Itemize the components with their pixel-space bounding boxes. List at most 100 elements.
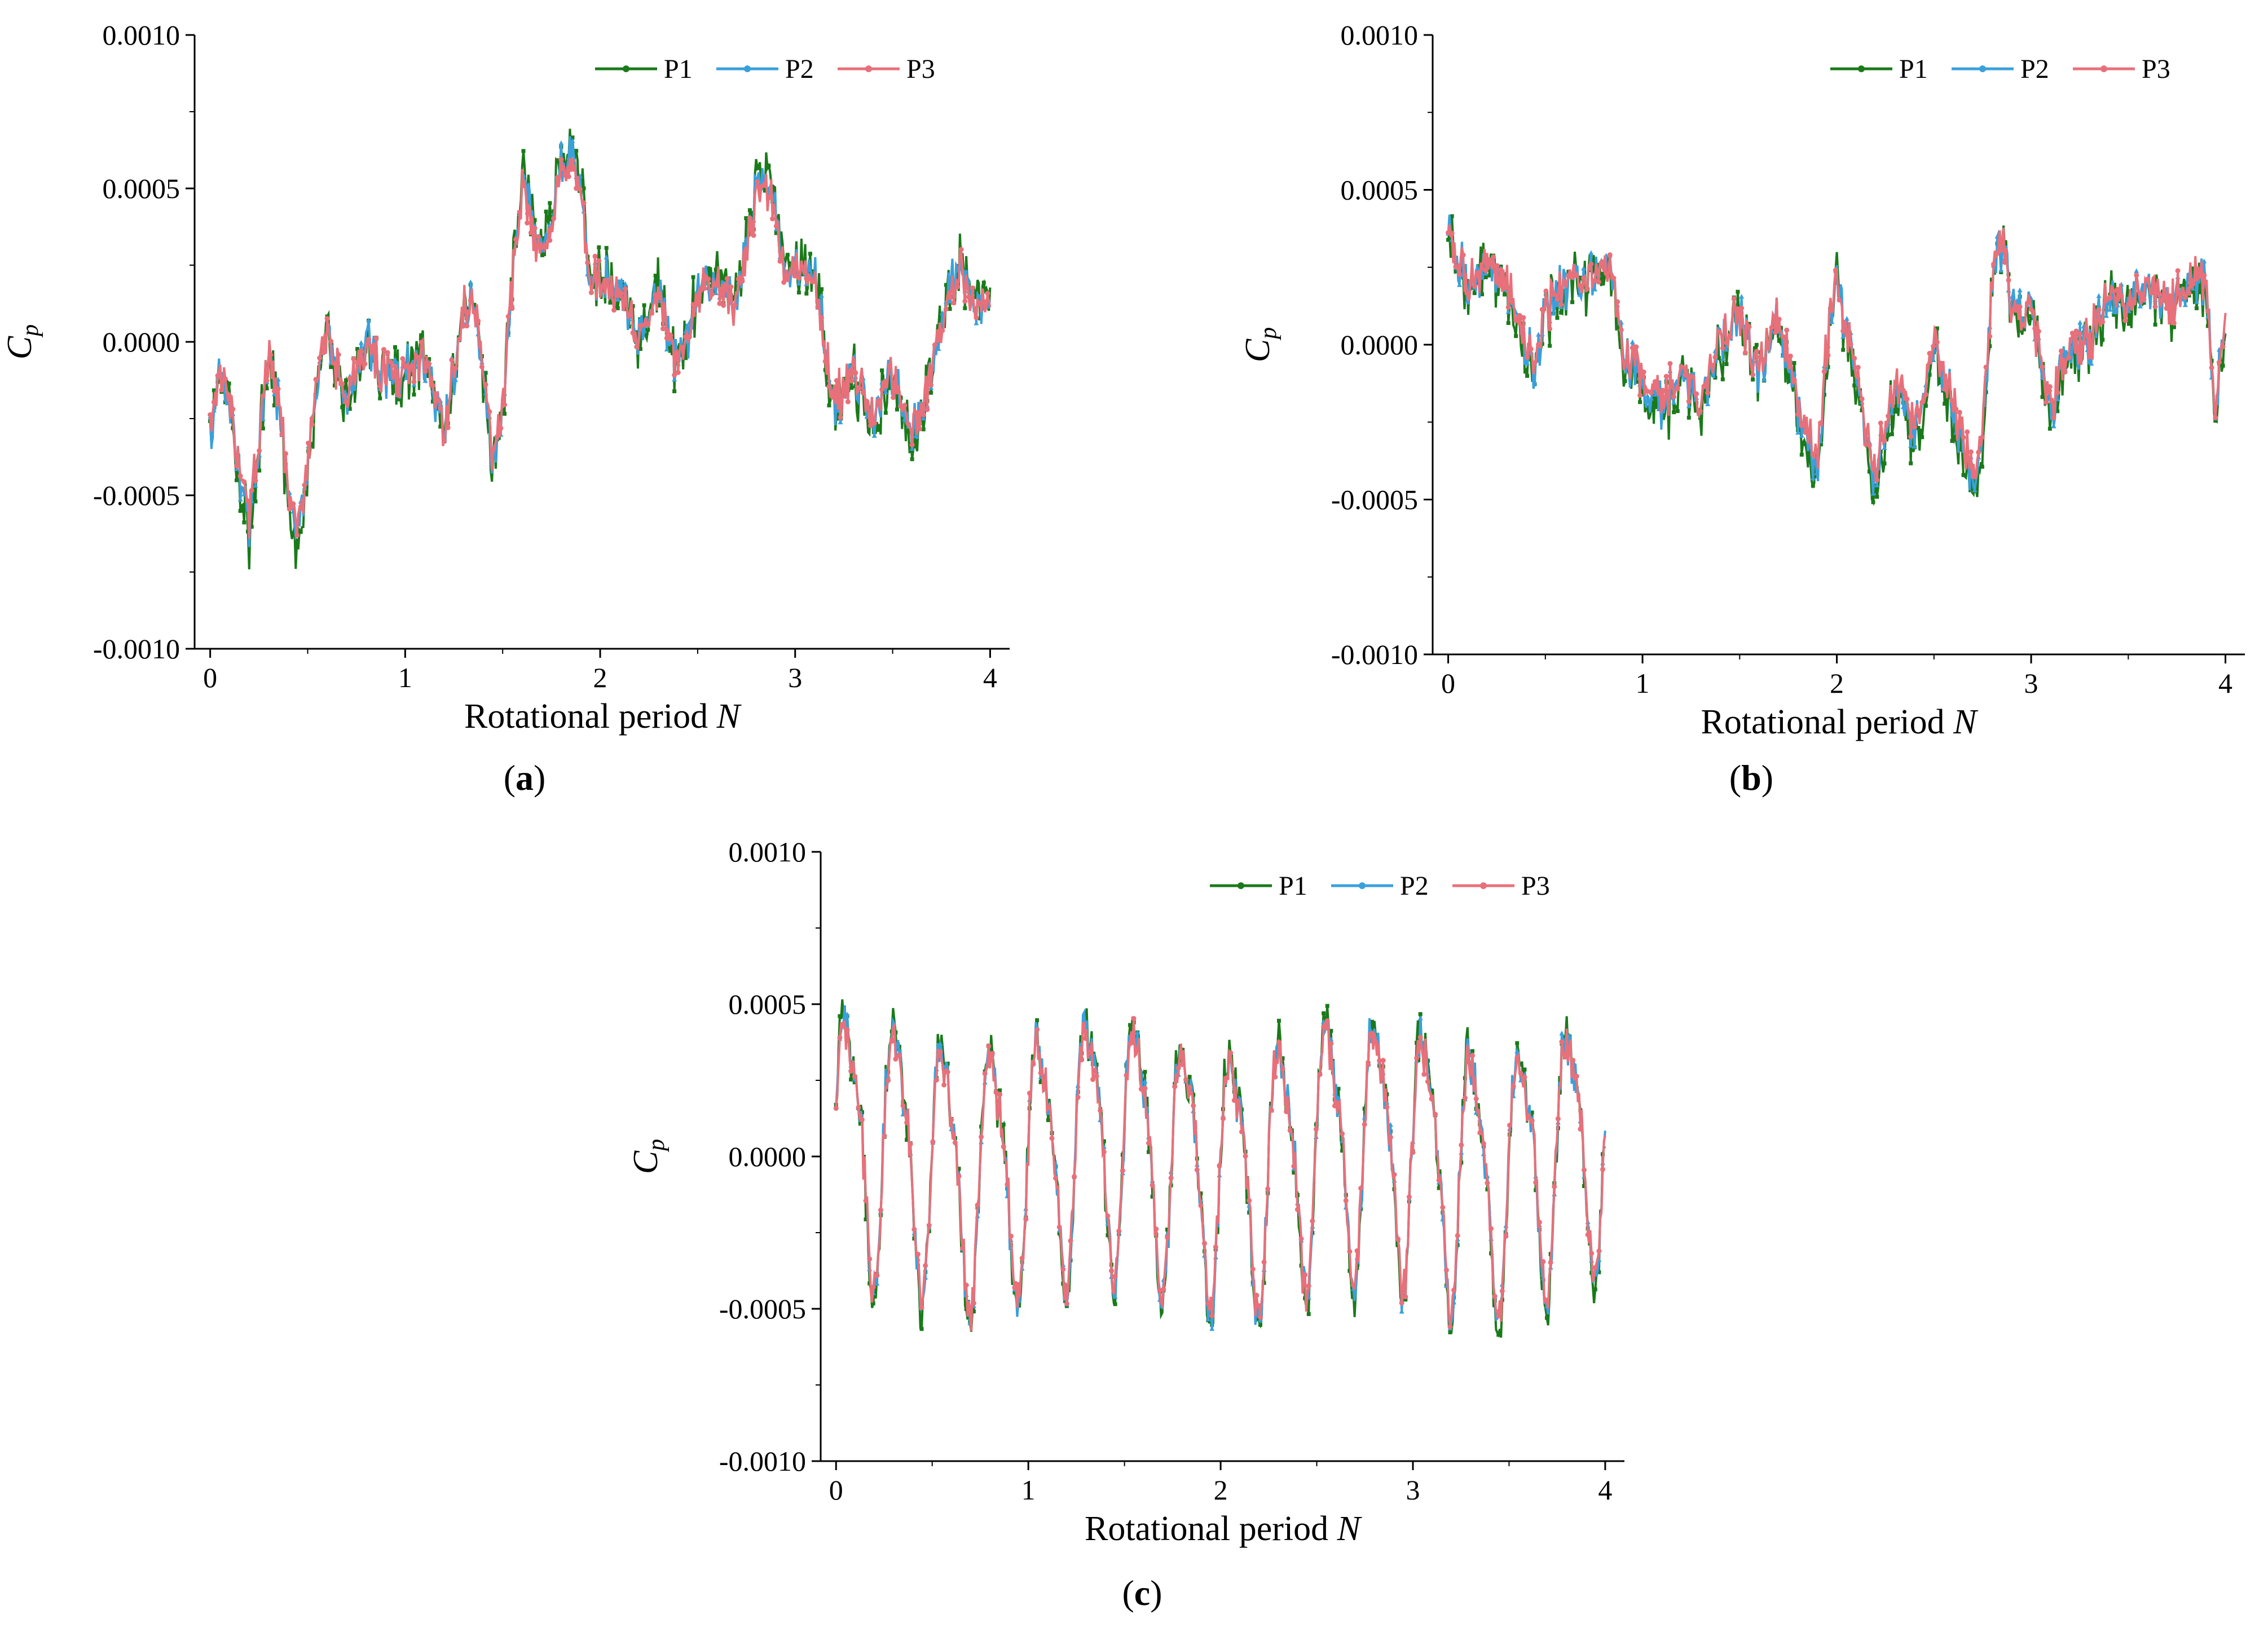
data-point (249, 525, 254, 529)
data-point (1451, 1287, 1457, 1293)
data-point (1209, 1313, 1215, 1318)
data-point (1777, 338, 1781, 343)
data-point (1487, 257, 1492, 263)
data-point (358, 340, 364, 345)
data-point (2205, 308, 2210, 314)
data-point (1968, 449, 1974, 455)
data-point (1459, 1142, 1464, 1148)
data-point (1485, 1180, 1490, 1186)
data-point (942, 1062, 946, 1066)
data-point (468, 279, 473, 284)
data-point (355, 347, 360, 351)
data-point (2024, 300, 2030, 306)
data-point (2085, 333, 2090, 338)
data-point (2010, 293, 2015, 299)
data-point (521, 149, 526, 153)
data-point (1607, 252, 1613, 258)
data-point (672, 376, 677, 382)
data-point (1731, 296, 1737, 301)
data-point (340, 381, 345, 386)
data-point (889, 1039, 895, 1044)
data-point (1477, 1130, 1483, 1136)
data-point (2119, 293, 2124, 299)
data-point (1551, 310, 1556, 316)
data-point (1900, 388, 1906, 393)
data-point (1094, 1074, 1099, 1079)
data-point (908, 1141, 913, 1147)
data-point (849, 385, 854, 390)
x-tick-label: 4 (2218, 667, 2232, 699)
data-point (615, 292, 620, 298)
data-point (1462, 1095, 1468, 1101)
data-point (1481, 1141, 1486, 1146)
data-point (1799, 433, 1804, 438)
data-point (1150, 1194, 1155, 1199)
data-point (551, 216, 557, 221)
data-point (351, 356, 356, 362)
data-point (275, 386, 281, 392)
data-point (933, 1077, 939, 1083)
data-point (1705, 390, 1711, 396)
data-point (1998, 267, 2004, 273)
data-point (1506, 321, 1510, 326)
data-point (937, 1049, 943, 1055)
data-point (604, 254, 609, 260)
data-point (283, 451, 288, 456)
x-tick-label: 0 (1441, 667, 1455, 699)
data-point (1949, 398, 1955, 403)
data-point (1860, 408, 1864, 412)
data-point (1045, 1105, 1051, 1111)
data-point (1686, 415, 1691, 420)
data-point (1897, 385, 1903, 391)
data-point (2092, 311, 2098, 316)
data-point (1146, 1140, 1152, 1146)
data-point (1667, 360, 1673, 366)
data-point (1191, 1103, 1196, 1109)
data-point (1912, 443, 1917, 449)
data-point (724, 276, 730, 282)
data-point (1525, 360, 1530, 366)
data-point (369, 344, 375, 349)
data-point (1558, 302, 1564, 307)
x-axis-title: Rotational period N (464, 697, 742, 736)
data-point (1023, 1216, 1029, 1222)
data-point (1697, 408, 1703, 414)
data-point (732, 302, 738, 308)
data-point (676, 346, 680, 350)
y-tick-label: 0.0000 (729, 1141, 807, 1172)
data-point (1008, 1233, 1014, 1239)
data-point (1746, 324, 1752, 329)
data-point (937, 1041, 943, 1046)
data-point (1354, 1248, 1360, 1254)
data-point (1509, 299, 1515, 305)
data-point (397, 397, 401, 402)
data-point (930, 1139, 936, 1145)
data-point (1919, 399, 1925, 405)
data-point (1030, 1061, 1036, 1067)
data-point (808, 252, 813, 256)
data-point (985, 291, 990, 296)
data-point (1019, 1255, 1025, 1261)
data-point (411, 382, 417, 387)
data-point (415, 354, 421, 360)
data-point (717, 301, 723, 306)
data-point (1131, 1015, 1137, 1021)
data-point (664, 346, 670, 351)
data-point (2044, 399, 2049, 405)
data-point (592, 253, 598, 259)
data-point (800, 265, 805, 270)
data-point (1686, 399, 1692, 404)
x-tick-label: 0 (203, 662, 217, 693)
data-point (635, 330, 639, 335)
data-point (2029, 314, 2033, 319)
data-point (919, 1305, 924, 1310)
data-point (329, 365, 333, 370)
data-point (1369, 1019, 1374, 1024)
data-point (1645, 393, 1650, 398)
data-point (834, 378, 839, 384)
data-point (1464, 291, 1470, 296)
data-point (245, 498, 251, 504)
data-point (2096, 307, 2102, 313)
data-point (1464, 298, 1470, 304)
data-point (966, 294, 972, 300)
